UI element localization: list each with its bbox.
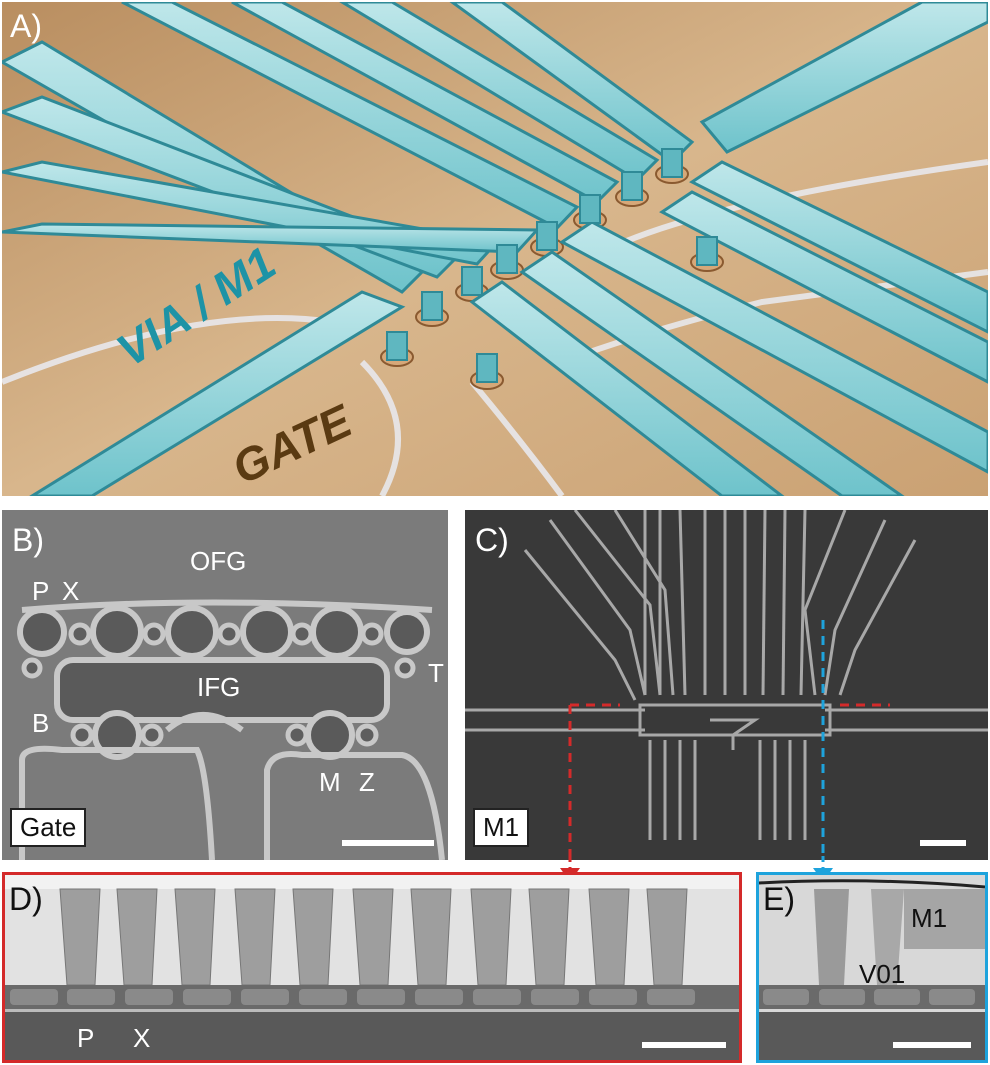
panel-c-m1-sem: C) M1 (465, 510, 988, 860)
panel-b-image (2, 510, 448, 860)
panel-c-image (465, 510, 988, 860)
panel-e-tem: E) M1 V01 (756, 872, 988, 1063)
panel-c-label: C) (475, 522, 509, 558)
label-t: T (428, 658, 444, 688)
panel-d-tem: D) P X (2, 872, 742, 1063)
metal-lines (2, 2, 988, 496)
scale-bar-c (920, 840, 966, 846)
label-p: P (32, 576, 50, 606)
label-x: X (62, 576, 80, 606)
scale-bar-b (342, 840, 434, 846)
panel-b-label: B) (12, 522, 44, 558)
panel-d-image (5, 875, 739, 1060)
label-ifg: IFG (197, 672, 241, 702)
scale-bar-d (642, 1042, 726, 1048)
panel-a-rendering: A) VIA / M1 GATE (2, 2, 988, 496)
panel-a-scene (2, 2, 988, 496)
label-e-v01: V01 (859, 959, 906, 989)
panel-e-image (759, 875, 985, 1060)
panel-c-guides (568, 620, 890, 860)
panel-d-label: D) (9, 881, 43, 917)
gate-tag: Gate (10, 808, 87, 847)
panel-e-label: E) (763, 881, 795, 917)
via-posts (386, 148, 718, 383)
label-ofg: OFG (190, 546, 247, 576)
panel-b-gate-sem: B) OFG P X IFG T B M Z Gate (2, 510, 448, 860)
label-d-p: P (77, 1023, 95, 1053)
scale-bar-e (893, 1042, 971, 1048)
label-m: M (319, 767, 341, 797)
label-e-m1: M1 (911, 903, 948, 933)
label-b: B (32, 708, 50, 738)
label-z: Z (359, 767, 375, 797)
m1-tag: M1 (473, 808, 530, 847)
panel-a-label: A) (10, 8, 42, 44)
label-d-x: X (133, 1023, 151, 1053)
